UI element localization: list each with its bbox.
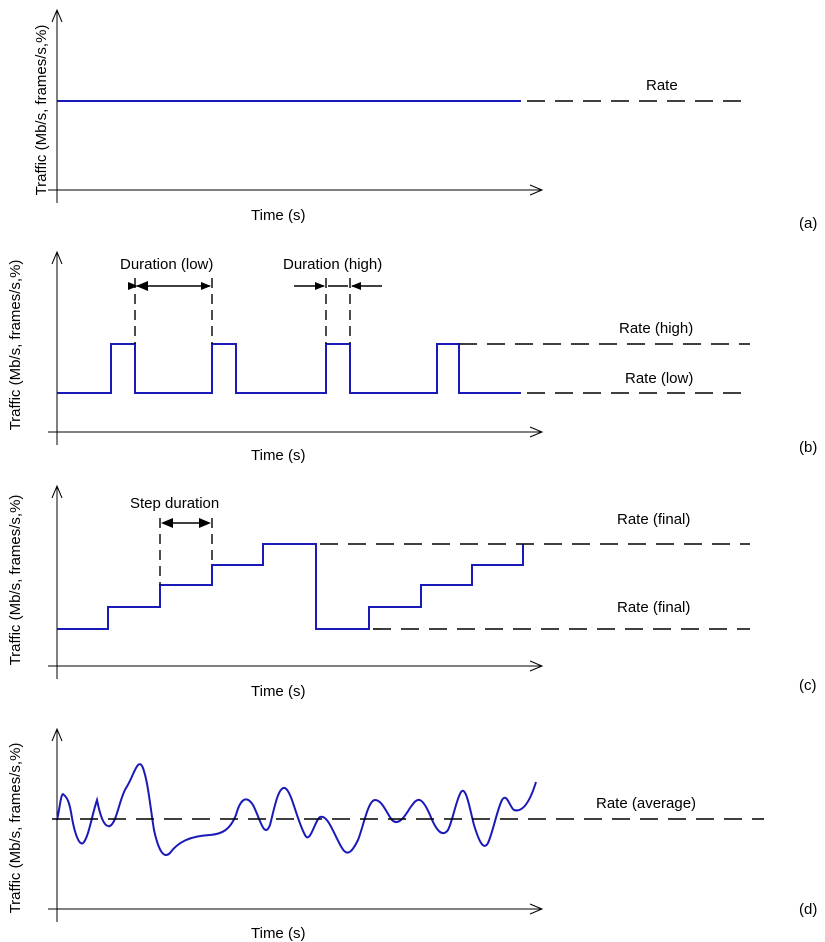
y-axis: [51, 250, 63, 445]
step-signal: [57, 543, 524, 630]
x-axis: [48, 184, 544, 196]
panel-d: Traffic (Mb/s, frames/s,%) Time (s) Rate…: [7, 727, 817, 942]
y-axis-label: Traffic (Mb/s, frames/s,%): [7, 495, 24, 666]
duration-high-label: Duration (high): [283, 256, 382, 273]
x-axis-label: Time (s): [251, 447, 305, 464]
panel-tag: (d): [799, 901, 817, 918]
x-axis-label: Time (s): [251, 683, 305, 700]
y-axis-label: Traffic (Mb/s, frames/s,%): [7, 743, 24, 914]
y-axis-label: Traffic (Mb/s, frames/s,%): [7, 260, 24, 431]
step-duration-arrowhead-right: [199, 518, 211, 528]
x-axis-label: Time (s): [251, 925, 305, 942]
rate-high-label: Rate (high): [619, 320, 693, 337]
burst-signal: [57, 343, 521, 394]
y-axis: [51, 727, 63, 922]
y-axis: [51, 484, 63, 679]
rate-final-lower-label: Rate (final): [617, 599, 690, 616]
rate-final-upper-label: Rate (final): [617, 511, 690, 528]
panel-tag: (b): [799, 439, 817, 456]
x-axis: [48, 903, 544, 915]
x-axis-label: Time (s): [251, 207, 305, 224]
panel-c: Traffic (Mb/s, frames/s,%) Time (s) Rate…: [7, 484, 817, 700]
step-duration-arrowhead-left: [161, 518, 173, 528]
duration-low-label: Duration (low): [120, 256, 213, 273]
panel-tag: (a): [799, 215, 817, 232]
random-signal: [56, 763, 537, 856]
y-axis-label: Traffic (Mb/s, frames/s,%): [33, 25, 50, 196]
rate-label: Rate: [646, 77, 678, 94]
step-duration-label: Step duration: [130, 495, 219, 512]
y-axis: [51, 8, 63, 203]
duration-low-arrowhead-left: [136, 281, 148, 291]
panel-b: Traffic (Mb/s, frames/s,%) Time (s) Rate…: [7, 250, 817, 464]
x-axis: [48, 660, 544, 672]
x-axis: [48, 426, 544, 438]
panel-tag: (c): [799, 677, 817, 694]
panel-a: Traffic (Mb/s, frames/s,%) Time (s) Rate…: [33, 8, 817, 232]
rate-average-label: Rate (average): [596, 795, 696, 812]
rate-low-label: Rate (low): [625, 370, 693, 387]
